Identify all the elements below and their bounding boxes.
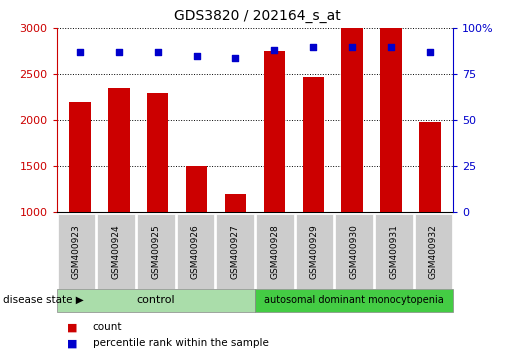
Text: GSM400930: GSM400930 xyxy=(350,224,358,279)
Text: GDS3820 / 202164_s_at: GDS3820 / 202164_s_at xyxy=(174,9,341,23)
Point xyxy=(348,44,356,50)
Text: disease state ▶: disease state ▶ xyxy=(3,295,83,305)
Text: ■: ■ xyxy=(67,338,77,348)
Point xyxy=(153,50,162,55)
Bar xyxy=(147,93,168,212)
Text: control: control xyxy=(136,295,175,305)
Text: count: count xyxy=(93,322,122,332)
Point xyxy=(387,44,395,50)
Bar xyxy=(341,28,363,212)
Point xyxy=(426,50,434,55)
Bar xyxy=(419,122,440,212)
Bar xyxy=(108,88,130,212)
Bar xyxy=(70,102,91,212)
Point xyxy=(231,55,239,61)
Bar xyxy=(380,28,402,212)
Text: GSM400926: GSM400926 xyxy=(191,224,200,279)
Point xyxy=(270,47,279,53)
Text: percentile rank within the sample: percentile rank within the sample xyxy=(93,338,269,348)
Bar xyxy=(225,194,246,212)
Text: GSM400923: GSM400923 xyxy=(72,224,81,279)
Bar xyxy=(264,51,285,212)
Point xyxy=(309,44,317,50)
Text: GSM400931: GSM400931 xyxy=(389,224,398,279)
Text: GSM400927: GSM400927 xyxy=(231,224,239,279)
Text: GSM400932: GSM400932 xyxy=(429,224,438,279)
Text: GSM400924: GSM400924 xyxy=(112,224,121,279)
Text: GSM400929: GSM400929 xyxy=(310,224,319,279)
Point xyxy=(193,53,201,59)
Bar xyxy=(186,166,208,212)
Text: autosomal dominant monocytopenia: autosomal dominant monocytopenia xyxy=(264,295,444,305)
Point xyxy=(115,50,123,55)
Text: ■: ■ xyxy=(67,322,77,332)
Text: GSM400925: GSM400925 xyxy=(151,224,160,279)
Point xyxy=(76,50,84,55)
Text: GSM400928: GSM400928 xyxy=(270,224,279,279)
Bar xyxy=(302,77,324,212)
